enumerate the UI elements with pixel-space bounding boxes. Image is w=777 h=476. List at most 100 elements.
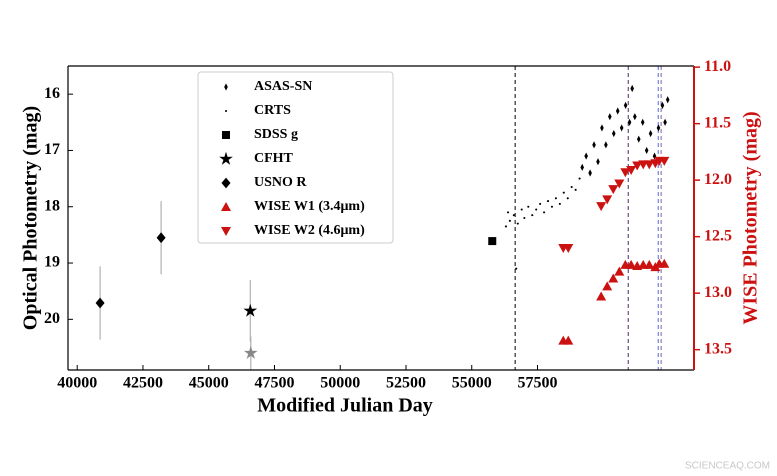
legend-label: ASAS-SN <box>254 79 312 94</box>
legend-label: WISE W1 (3.4μm) <box>254 199 365 214</box>
data-point <box>584 152 588 160</box>
data-point <box>611 129 616 138</box>
x-axis-label: Modified Julian Day <box>257 395 433 417</box>
data-point <box>615 107 620 115</box>
data-point <box>563 335 574 345</box>
data-point <box>626 165 637 175</box>
data-point <box>539 202 542 205</box>
watermark: SCIENCEAQ.COM <box>685 461 770 472</box>
legend-label: CRTS <box>254 103 291 118</box>
data-point <box>562 191 565 194</box>
data-point <box>656 124 661 132</box>
data-point <box>600 124 604 132</box>
data-point <box>602 281 613 291</box>
data-point <box>626 259 637 269</box>
x-tick-label: 50000 <box>320 375 360 392</box>
data-point <box>558 202 561 205</box>
y2-tick-label: 11.0 <box>704 58 731 75</box>
data-point <box>563 243 574 253</box>
legend-label: CFHT <box>254 151 294 166</box>
data-point <box>636 135 641 143</box>
data-point <box>243 303 258 317</box>
data-point <box>543 211 546 214</box>
data-point <box>506 211 510 214</box>
data-point <box>508 219 511 222</box>
data-point <box>608 113 612 121</box>
x-tick-label: 55000 <box>452 375 492 392</box>
data-point <box>596 202 607 212</box>
data-point <box>630 84 634 93</box>
data-point <box>633 113 637 121</box>
data-point <box>504 225 507 228</box>
legend-marker <box>221 202 231 211</box>
data-point <box>620 168 631 178</box>
x-tick-label: 47500 <box>254 375 294 392</box>
data-point <box>596 291 607 301</box>
data-point <box>614 179 625 189</box>
data-point <box>619 124 624 132</box>
data-point <box>488 237 497 246</box>
data-point <box>596 158 600 166</box>
y2-tick-label: 13.0 <box>704 284 732 301</box>
data-point <box>566 197 569 200</box>
data-point <box>623 101 628 110</box>
legend-label: USNO R <box>254 175 307 190</box>
data-point <box>644 259 655 269</box>
data-point <box>644 160 655 170</box>
x-tick-label: 42500 <box>123 375 163 392</box>
data-point <box>580 163 585 171</box>
data-point <box>614 266 625 276</box>
data-point <box>535 208 538 211</box>
y2-tick-label: 12.5 <box>704 227 732 244</box>
y2-tick-label: 13.5 <box>704 340 732 357</box>
data-point <box>512 214 515 217</box>
data-point <box>632 161 643 171</box>
y-axis-label: Optical Photometry (mag) <box>20 106 42 330</box>
y-tick-label: 18 <box>44 197 60 214</box>
legend-label: SDSS g <box>254 127 298 142</box>
legend-marker <box>221 227 231 236</box>
data-point <box>663 118 667 126</box>
data-point <box>243 345 258 359</box>
data-point <box>648 129 653 138</box>
data-point <box>550 205 554 208</box>
legend-marker <box>221 177 231 189</box>
data-point <box>574 188 577 191</box>
y2-tick-label: 11.5 <box>704 114 731 131</box>
legend-box <box>197 71 394 244</box>
data-point <box>578 177 581 180</box>
x-tick-label: 57500 <box>518 375 558 392</box>
y-tick-label: 20 <box>44 310 60 327</box>
data-point <box>516 222 519 225</box>
data-point <box>602 195 613 205</box>
y-tick-label: 16 <box>44 85 60 102</box>
data-point <box>588 169 592 177</box>
legend-marker <box>222 131 230 139</box>
data-point <box>644 146 649 155</box>
data-point <box>659 258 670 268</box>
data-point <box>604 141 608 149</box>
data-point <box>531 214 534 217</box>
y2-axis-label: WISE Photometry (mag) <box>740 111 762 324</box>
data-point <box>608 273 619 283</box>
data-point <box>515 267 518 270</box>
y2-tick-label: 12.0 <box>704 171 732 188</box>
data-point <box>640 118 645 126</box>
data-point <box>627 118 632 126</box>
legend-marker <box>224 109 228 113</box>
x-tick-label: 52500 <box>386 375 426 392</box>
y-tick-label: 17 <box>44 141 60 158</box>
data-point <box>554 197 557 200</box>
data-point <box>156 232 166 244</box>
data-point <box>608 185 619 195</box>
data-point <box>660 101 665 110</box>
data-point <box>659 156 670 166</box>
x-tick-label: 45000 <box>189 375 229 392</box>
legend-marker <box>219 151 233 165</box>
data-point <box>95 297 105 309</box>
data-point <box>665 96 670 104</box>
data-point <box>570 185 573 189</box>
x-tick-label: 40000 <box>57 375 97 392</box>
data-point <box>546 200 550 203</box>
